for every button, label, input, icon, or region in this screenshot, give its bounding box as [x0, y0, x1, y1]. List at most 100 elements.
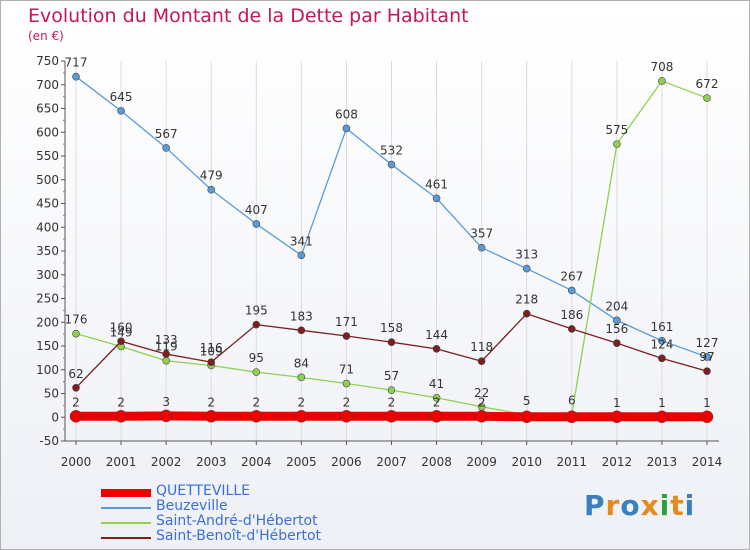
x-tick-label: 2013: [647, 455, 678, 469]
y-tick-label: 300: [36, 268, 59, 282]
y-tick-label: 0: [51, 410, 59, 424]
data-label: 357: [470, 227, 493, 241]
legend-label: Saint-André-d'Hébertot: [156, 513, 318, 529]
x-tick-label: 2005: [286, 455, 317, 469]
y-tick-label: 150: [36, 339, 59, 353]
data-label: 461: [425, 177, 448, 191]
data-label: 532: [380, 144, 403, 158]
data-label: 161: [650, 320, 673, 334]
unit-label: (en €): [28, 29, 64, 43]
logo-letter: r: [605, 489, 621, 522]
x-tick-label: 2000: [61, 455, 92, 469]
data-point: [159, 409, 173, 423]
data-point: [658, 354, 666, 363]
legend: QUETTEVILLE Beuzeville Saint-André-d'Héber…: [101, 483, 401, 545]
y-tick-label: 650: [36, 102, 59, 116]
data-label: 3: [162, 395, 170, 409]
data-label: 313: [515, 248, 538, 262]
data-point: [477, 243, 486, 252]
x-tick-label: 2014: [692, 455, 723, 469]
data-point: [72, 383, 80, 392]
y-tick-label: 200: [36, 315, 59, 329]
data-label: 645: [110, 90, 133, 104]
data-label: 1: [658, 396, 666, 410]
data-point: [387, 386, 396, 394]
data-label: 218: [515, 293, 538, 307]
data-label: 160: [110, 320, 133, 334]
legend-label: Saint-Benoît-d'Hébertot: [156, 528, 322, 544]
data-label: 156: [605, 322, 628, 336]
chart-title: Evolution du Montant de la Dette par Hab…: [28, 5, 469, 27]
x-tick-label: 2004: [241, 455, 272, 469]
data-point: [522, 264, 531, 273]
data-point: [703, 94, 711, 102]
data-label: 608: [335, 107, 358, 121]
y-tick-label: 550: [36, 149, 59, 163]
logo-letter: i: [659, 489, 671, 522]
data-label: 2: [117, 395, 125, 409]
y-tick-label: 50: [44, 387, 59, 401]
data-point: [658, 77, 666, 85]
data-label: 267: [560, 269, 583, 283]
data-label: 158: [380, 321, 403, 335]
data-point: [295, 410, 308, 423]
y-tick-label: 400: [36, 220, 59, 234]
legend-label: Beuzeville: [156, 498, 228, 514]
data-point: [430, 410, 443, 423]
data-label: 2: [343, 395, 351, 409]
data-label: 109: [200, 344, 223, 358]
data-point: [342, 124, 351, 133]
x-tick-label: 2007: [376, 455, 407, 469]
data-point: [387, 338, 396, 347]
x-tick-label: 2008: [421, 455, 452, 469]
data-label: 717: [65, 56, 88, 70]
data-point: [252, 368, 261, 376]
y-tick-label: 350: [36, 244, 59, 258]
data-label: 116: [200, 341, 223, 355]
y-tick-label: 450: [36, 197, 59, 211]
data-label: 204: [605, 299, 628, 313]
data-label: 127: [696, 336, 719, 350]
legend-swatch: [101, 489, 151, 497]
logo-letter: o: [620, 489, 641, 522]
data-point: [162, 350, 170, 358]
legend-swatch: [101, 507, 151, 509]
legend-item: QUETTEVILLE: [101, 483, 401, 500]
data-label: 176: [65, 313, 88, 327]
data-point: [658, 336, 666, 345]
y-tick-label: 250: [36, 292, 59, 306]
x-tick-label: 2012: [602, 455, 633, 469]
data-point: [72, 329, 80, 338]
data-label: 575: [605, 123, 628, 137]
legend-item: Saint-Benoît-d'Hébertot: [101, 528, 401, 545]
legend-label: QUETTEVILLE: [156, 483, 250, 499]
logo-letter: i: [684, 489, 696, 522]
y-tick-label: 100: [36, 363, 59, 377]
data-label: 95: [249, 351, 264, 365]
data-label: 22: [474, 386, 489, 400]
data-point: [162, 144, 170, 152]
data-label: 41: [429, 377, 444, 391]
data-point: [700, 410, 714, 424]
proxiti-logo: Proxiti: [584, 489, 695, 522]
data-label: 1: [703, 396, 711, 410]
data-point: [207, 358, 216, 366]
data-label: 119: [155, 340, 178, 354]
data-point: [522, 309, 531, 318]
data-point: [610, 410, 624, 424]
x-tick-label: 2010: [511, 455, 542, 469]
x-tick-label: 2011: [557, 455, 588, 469]
y-tick-label: 600: [36, 125, 59, 139]
data-label: 2: [388, 395, 396, 409]
data-label: 57: [384, 369, 399, 383]
data-point: [703, 367, 711, 375]
data-label: 2: [298, 395, 306, 409]
legend-item: Beuzeville: [101, 498, 401, 515]
data-point: [72, 72, 80, 81]
data-label: 708: [650, 60, 673, 74]
data-label: 118: [470, 340, 493, 354]
y-tick-label: 700: [36, 78, 59, 92]
data-point: [250, 410, 263, 423]
